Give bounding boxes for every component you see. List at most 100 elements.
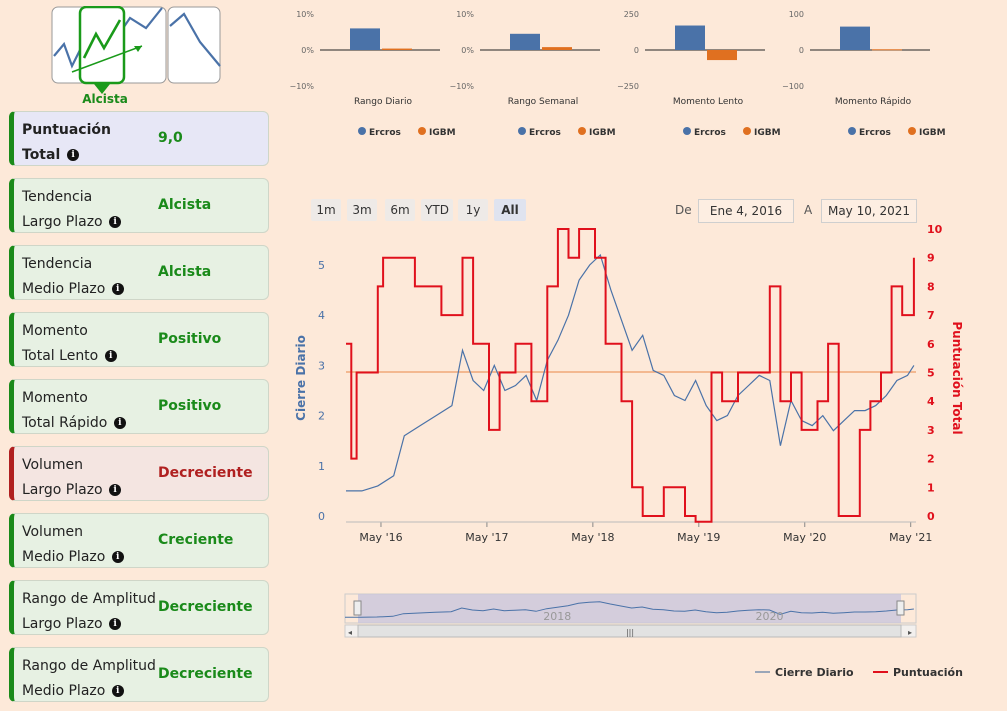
mini-bar-igbm [382,49,412,50]
indicator-label-line1: Volumen [22,524,83,540]
info-icon[interactable]: i [112,551,124,563]
legend-close-label: Cierre Diario [775,666,854,679]
legend-igbm-icon [908,127,916,135]
indicator-value: 9,0 [158,112,183,165]
mini-tick-label: 250 [624,10,639,19]
trend-label: Alcista [60,92,150,106]
indicator-value: Positivo [158,313,221,366]
indicator-value: Alcista [158,179,211,232]
to-label: A [804,199,812,221]
indicator-label-line1: Tendencia [22,189,92,205]
plot-area [346,236,916,522]
legend-ercros-label: Ercros [694,128,726,138]
legend-igbm-icon [578,127,586,135]
indicator-label: Rango de Amplitud Medio Plazo i [22,654,156,704]
range-button-1y[interactable]: 1y [458,199,488,221]
indicator-label-line2: Largo Plazo [22,616,103,632]
mini-bar-ercros [510,34,540,50]
y2-axis-title: Puntuación Total [950,321,964,434]
mini-chart-title: Momento Rápido [835,97,912,107]
legend-igbm-label: IGBM [919,128,946,138]
info-icon[interactable]: i [109,618,121,630]
navigator-handle-left [354,601,361,615]
x-tick-label: May '19 [677,531,720,544]
indicator-label-line1: Rango de Amplitud [22,591,156,607]
mini-tick-label: 10% [456,10,474,19]
legend-ercros-label: Ercros [369,128,401,138]
indicator-card: Rango de Amplitud Largo Plazo i Decrecient… [9,580,269,635]
scrollbar-right-arrow: ▸ [908,628,912,637]
info-icon[interactable]: i [109,484,121,496]
y-tick-label: 1 [318,460,325,473]
y-tick-label: 4 [318,309,325,322]
y2-tick-label: 2 [927,453,935,466]
legend-igbm-label: IGBM [429,128,456,138]
indicator-label-line1: Momento [22,390,88,406]
indicator-value: Decreciente [158,447,253,500]
x-tick-label: May '16 [359,531,402,544]
series-puntuacion [346,229,914,522]
indicator-card: Tendencia Largo Plazo i Alcista [9,178,269,233]
range-button-6m[interactable]: 6m [385,199,415,221]
range-button-1m[interactable]: 1m [311,199,341,221]
range-button-3m[interactable]: 3m [347,199,377,221]
navigator-label: 2020 [756,610,784,623]
indicator-label-line1: Volumen [22,457,83,473]
y2-tick-label: 8 [927,280,935,293]
info-icon[interactable]: i [112,685,124,697]
mini-tick-label: 0% [461,46,474,55]
mini-tick-label: −10% [290,82,315,91]
indicator-label-line2: Medio Plazo [22,549,105,565]
mini-tick-label: 0 [634,46,639,55]
legend-ercros-label: Ercros [529,128,561,138]
navigator-selection [358,594,901,623]
navigator-series [345,602,914,618]
indicator-label: Tendencia Largo Plazo i [22,185,121,235]
indicator-label-line1: Puntuación [22,122,111,138]
info-icon[interactable]: i [112,283,124,295]
indicator-label-line2: Total Rápido [22,415,107,431]
y2-tick-label: 9 [927,252,935,265]
indicator-label: Volumen Medio Plazo i [22,520,124,570]
mini-tick-label: 0 [799,46,804,55]
y-tick-label: 5 [318,259,325,272]
mini-tick-label: 10% [296,10,314,19]
y2-tick-label: 0 [927,510,935,523]
indicator-label-line2: Total Lento [22,348,98,364]
mini-chart-title: Rango Semanal [508,97,579,107]
range-button-all[interactable]: All [494,199,526,221]
legend-igbm-label: IGBM [754,128,781,138]
y2-tick-label: 1 [927,481,935,494]
x-tick-label: May '17 [465,531,508,544]
trend-thumbnail [50,6,222,106]
mini-charts: 10% 0% −10% Rango Diario Ercros IGBM 10% 0% −10%… [280,0,960,150]
indicator-label-line1: Tendencia [22,256,92,272]
indicator-label-line1: Rango de Amplitud [22,658,156,674]
y2-tick-label: 3 [927,424,935,437]
legend-igbm-label: IGBM [589,128,616,138]
indicator-card: Momento Total Lento i Positivo [9,312,269,367]
y-tick-label: 0 [318,510,325,523]
info-icon[interactable]: i [105,350,117,362]
navigator-handle-right [897,601,904,615]
from-label: De [675,199,692,221]
legend-igbm-icon [418,127,426,135]
from-date-input[interactable]: Ene 4, 2016 [698,199,794,223]
indicator-card: Volumen Medio Plazo i Creciente [9,513,269,568]
navigator-label: 2018 [543,610,571,623]
indicator-value: Creciente [158,514,233,567]
y-tick-label: 3 [318,359,325,372]
info-icon[interactable]: i [109,216,121,228]
range-button-ytd[interactable]: YTD [421,199,453,221]
series-cierre-diario [346,255,914,491]
info-icon[interactable]: i [114,417,126,429]
navigator [345,594,916,623]
mini-tick-label: 100 [789,10,804,19]
info-icon[interactable]: i [67,149,79,161]
indicator-value: Positivo [158,380,221,433]
scrollbar-grip: ||| [626,628,634,637]
x-tick-label: May '20 [783,531,826,544]
to-date-input[interactable]: May 10, 2021 [821,199,917,223]
indicator-label: Momento Total Lento i [22,319,117,369]
legend-score-label: Puntuación [893,666,963,679]
